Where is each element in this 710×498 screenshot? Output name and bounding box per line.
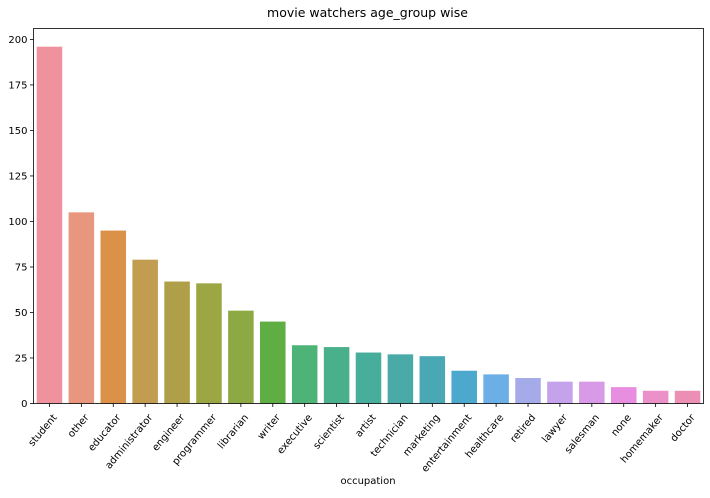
bar-salesman — [579, 381, 605, 404]
bar-technician — [387, 354, 414, 404]
bar-entertainment — [451, 370, 477, 404]
chart-title: movie watchers age_group wise — [267, 5, 468, 20]
bar-doctor — [674, 390, 701, 404]
x-tick-label-other: other — [66, 412, 92, 440]
bar-retired — [515, 378, 541, 404]
y-axis: 0 25 50 75 100 125 150 175 200 — [8, 35, 34, 410]
plot-frame — [33, 28, 704, 404]
y-tick-label: 50 — [15, 308, 28, 319]
bar-student — [36, 46, 63, 404]
y-tick-label: 175 — [8, 80, 27, 91]
x-tick-label-student: student — [27, 412, 60, 448]
y-tick-label: 0 — [21, 399, 27, 410]
bar-administrator — [132, 259, 158, 404]
x-axis: student othereducatoradministratorenginee… — [27, 403, 699, 475]
x-axis-label: occupation — [340, 476, 395, 487]
bar-homemaker — [642, 390, 669, 404]
y-tick-label: 150 — [8, 126, 27, 137]
bar-other — [68, 212, 95, 404]
x-tick-label-lawyer: lawyer — [540, 412, 570, 445]
x-tick-label-none: none — [609, 412, 633, 438]
bar-librarian — [228, 310, 254, 404]
y-tick-label: 100 — [8, 217, 27, 228]
x-tick-label-doctor: doctor — [669, 412, 699, 444]
bar-lawyer — [547, 381, 573, 404]
x-tick-label-librarian: librarian — [216, 412, 251, 451]
bar-healthcare — [483, 374, 509, 404]
y-tick-label: 200 — [8, 35, 27, 46]
bar-engineer — [164, 281, 190, 404]
bar-none — [610, 387, 637, 404]
bar-executive — [291, 345, 318, 404]
bar-artist — [355, 352, 382, 404]
y-tick-label: 75 — [15, 262, 28, 273]
bar-programmer — [196, 283, 222, 404]
x-tick-label-artist: artist — [354, 412, 379, 439]
bar-scientist — [323, 347, 350, 404]
x-tick-label-writer: writer — [256, 412, 284, 442]
bar-marketing — [419, 356, 446, 404]
bar-educator — [100, 230, 127, 404]
bars — [36, 46, 701, 404]
x-tick-label-scientist: scientist — [311, 412, 346, 451]
y-tick-label: 125 — [8, 171, 27, 182]
bar-writer — [260, 321, 286, 404]
x-tick-label-retired: retired — [509, 412, 539, 444]
y-tick-label: 25 — [15, 353, 28, 364]
